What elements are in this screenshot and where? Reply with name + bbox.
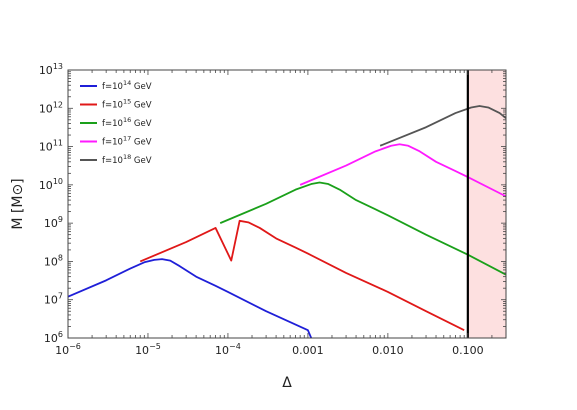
legend-label: f=1014 GeV	[102, 79, 152, 92]
y-tick-label: 1011	[39, 139, 63, 154]
x-tick-label: 0.100	[452, 344, 484, 357]
y-axis-label: M [M⊙]	[10, 178, 26, 229]
excluded-region	[467, 70, 506, 338]
y-tick-label: 1013	[39, 62, 63, 77]
series-line-2	[139, 219, 465, 331]
y-tick-label: 1010	[39, 177, 63, 192]
y-tick-label: 108	[44, 253, 63, 268]
series-line-4	[299, 143, 507, 198]
y-tick-label: 107	[44, 292, 63, 307]
legend-label: f=1018 GeV	[102, 153, 152, 166]
y-tick-label: 106	[44, 330, 63, 345]
x-tick-label: 10−6	[55, 342, 81, 357]
legend-label: f=1017 GeV	[102, 135, 152, 148]
series-line-5	[379, 105, 507, 147]
plot-frame	[67, 69, 507, 339]
series-line-3	[219, 181, 507, 276]
x-tick-label: 0.010	[372, 344, 404, 357]
legend-label: f=1016 GeV	[102, 116, 152, 129]
y-tick-label: 109	[44, 215, 63, 230]
series-line-1	[67, 258, 313, 339]
x-tick-label: 10−4	[215, 342, 241, 357]
legend-label: f=1015 GeV	[102, 98, 152, 111]
x-tick-label: 10−5	[135, 342, 161, 357]
x-axis-label: Δ	[282, 375, 292, 391]
y-tick-label: 1012	[39, 100, 63, 115]
x-tick-label: 0.001	[292, 344, 324, 357]
